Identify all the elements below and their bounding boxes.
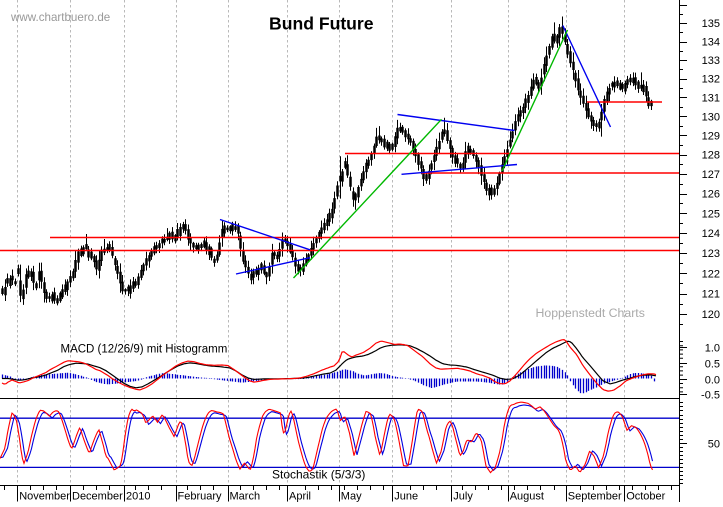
- svg-text:July: July: [453, 491, 473, 503]
- svg-text:130: 130: [702, 111, 720, 123]
- svg-text:1.0: 1.0: [705, 343, 720, 355]
- svg-text:May: May: [341, 491, 362, 503]
- svg-text:Bund Future: Bund Future: [269, 14, 374, 34]
- svg-text:2010: 2010: [126, 491, 150, 503]
- svg-text:126: 126: [702, 189, 720, 201]
- svg-text:Stochastik (5/3/3): Stochastik (5/3/3): [272, 468, 365, 482]
- svg-text:50: 50: [708, 439, 720, 451]
- svg-text:131: 131: [702, 92, 720, 104]
- svg-text:September: September: [568, 491, 622, 503]
- svg-text:121: 121: [702, 289, 720, 301]
- svg-text:124: 124: [702, 228, 720, 240]
- svg-text:122: 122: [702, 268, 720, 280]
- svg-text:Hoppenstedt Charts: Hoppenstedt Charts: [536, 306, 645, 320]
- svg-text:133: 133: [702, 55, 720, 67]
- svg-text:-0.5: -0.5: [701, 390, 720, 402]
- svg-text:MACD (12/26/9) mit Histogramm: MACD (12/26/9) mit Histogramm: [61, 344, 228, 356]
- svg-text:127: 127: [702, 169, 720, 181]
- svg-text:www.chartbuero.de: www.chartbuero.de: [10, 11, 110, 24]
- svg-text:123: 123: [702, 248, 720, 260]
- svg-text:October: October: [626, 491, 665, 503]
- svg-text:April: April: [289, 491, 311, 503]
- svg-text:0.5: 0.5: [705, 359, 720, 371]
- svg-text:February: February: [178, 491, 223, 503]
- svg-text:June: June: [394, 491, 418, 503]
- svg-text:135: 135: [702, 18, 720, 30]
- svg-text:December: December: [72, 491, 123, 503]
- svg-text:125: 125: [702, 208, 720, 220]
- svg-text:August: August: [510, 491, 544, 503]
- svg-text:132: 132: [702, 74, 720, 86]
- svg-text:129: 129: [702, 130, 720, 142]
- svg-text:134: 134: [702, 37, 720, 49]
- svg-text:November: November: [19, 491, 70, 503]
- svg-text:120: 120: [702, 309, 720, 321]
- svg-text:128: 128: [702, 150, 720, 162]
- svg-text:March: March: [230, 491, 261, 503]
- svg-text:0.0: 0.0: [705, 375, 720, 387]
